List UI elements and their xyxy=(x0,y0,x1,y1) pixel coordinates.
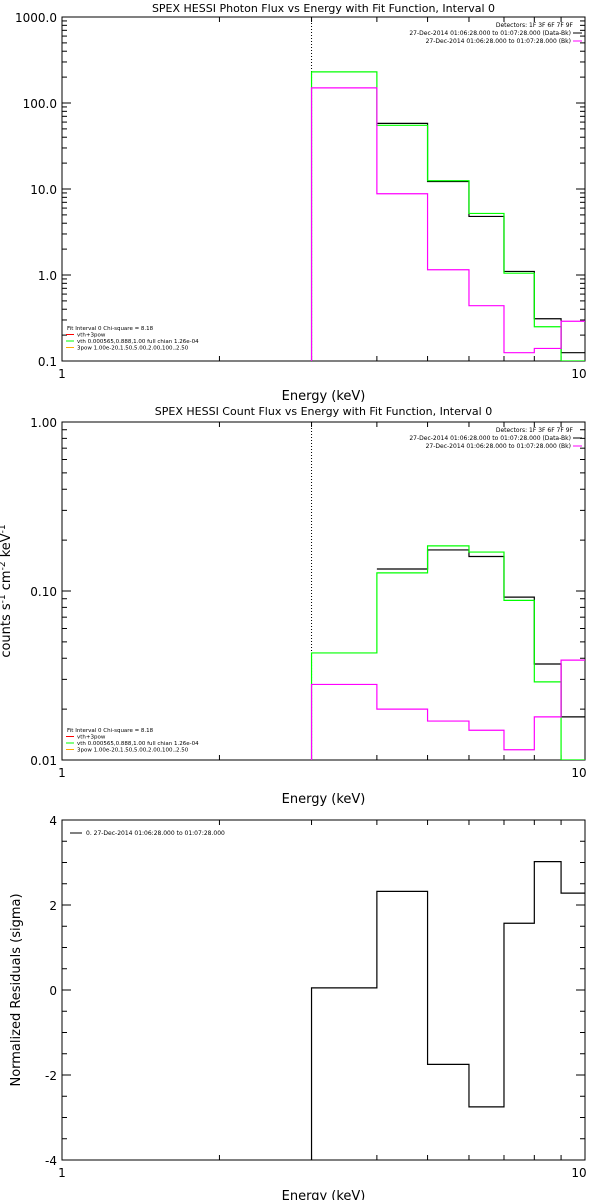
photon-legend-bottom-text: 3pow 1.00e-20,1.50,5.00,2.00,100.,2.50 xyxy=(77,346,189,352)
photon-y-tick-label: 10.0 xyxy=(30,183,57,197)
count-legend-top-text: 27-Dec-2014 01:06:28.000 to 01:07:28.000… xyxy=(426,443,571,450)
count-y-tick-label: 0.10 xyxy=(30,585,57,599)
count-chart-title: SPEX HESSI Count Flux vs Energy with Fit… xyxy=(155,405,492,418)
residual-y-axis-label-part: Normalized Residuals (sigma) xyxy=(9,893,24,1086)
count-y-tick-label: 1.00 xyxy=(30,416,57,430)
photon-x-tick-label: 1 xyxy=(58,367,66,381)
residual-y-tick-label: 2 xyxy=(49,899,57,913)
photon-x-axis-label: Energy (keV) xyxy=(282,389,366,404)
count-panel: SPEX HESSI Count Flux vs Energy with Fit… xyxy=(0,405,587,807)
photon-legend-bottom-text: vth+3pow xyxy=(77,333,106,339)
count-y-tick-label: 0.01 xyxy=(30,754,57,768)
count-series-2-line xyxy=(310,659,585,760)
count-legend-top-text: 27-Dec-2014 01:06:28.000 to 01:07:28.000… xyxy=(409,435,571,442)
photon-y-tick-label: 100.0 xyxy=(23,97,57,111)
count-legend-bottom-text: vth 0.000565,0.888,1.00 full chian 1.26e… xyxy=(77,741,199,747)
count-y-axis-label-part: -2 xyxy=(0,561,8,570)
residual-panel: 1 10 -4 -2 0 2 4 Energy (keV) Normalized Residua… xyxy=(9,814,587,1200)
residual-y-tick-label: 0 xyxy=(49,984,57,998)
photon-y-tick-label: 0.1 xyxy=(38,355,57,369)
residual-y-tick-label: -2 xyxy=(45,1069,57,1083)
photon-y-tick-label: 1.0 xyxy=(38,269,57,283)
photon-legend-top-text: 27-Dec-2014 01:06:28.000 to 01:07:28.000… xyxy=(426,38,571,45)
count-x-tick-label: 10 xyxy=(571,766,586,780)
photon-chart-title: SPEX HESSI Photon Flux vs Energy with Fi… xyxy=(152,2,495,15)
photon-panel: SPEX HESSI Photon Flux vs Energy with Fi… xyxy=(15,2,587,404)
count-y-axis-label: counts s-1 cm-2 keV-1 xyxy=(0,524,14,657)
count-legend-bottom-text: Fit Interval 0 Chi-square = 8.18 xyxy=(67,728,154,734)
count-legend-top-text: Detectors: 1F 3F 6F 7F 9F xyxy=(496,427,574,434)
residual-y-tick-label: -4 xyxy=(45,1154,57,1168)
count-x-axis-label: Energy (keV) xyxy=(282,792,366,807)
count-y-axis-label-part: keV xyxy=(0,533,14,561)
count-x-tick-label: 1 xyxy=(58,766,66,780)
residual-legend-top-text: 0. 27-Dec-2014 01:06:28.000 to 01:07:28.… xyxy=(86,830,225,837)
residual-x-tick-label: 1 xyxy=(58,1166,66,1180)
photon-y-tick-label: 1000.0 xyxy=(15,11,57,25)
count-series-1-line xyxy=(310,545,585,760)
photon-series-2-line xyxy=(310,87,585,361)
photon-x-tick-label: 10 xyxy=(571,367,586,381)
residual-y-tick-label: 4 xyxy=(49,814,57,828)
residual-series-0-line xyxy=(310,861,585,1160)
residual-x-tick-label: 10 xyxy=(571,1166,586,1180)
count-y-axis-label-part: -1 xyxy=(0,594,8,603)
count-y-axis-label-part: counts s xyxy=(0,603,14,658)
residual-y-axis-label: Normalized Residuals (sigma) xyxy=(9,893,24,1086)
residual-x-axis-label: Energy (keV) xyxy=(282,1189,366,1200)
photon-legend-bottom-text: Fit Interval 0 Chi-square = 8.18 xyxy=(67,326,154,332)
count-legend-bottom-text: 3pow 1.00e-20,1.50,5.00,2.00,100.,2.50 xyxy=(77,748,189,754)
count-legend-bottom-text: vth+3pow xyxy=(77,735,106,741)
photon-legend-bottom-text: vth 0.000565,0.888,1.00 full chian 1.26e… xyxy=(77,339,199,345)
count-y-axis-label-part: cm xyxy=(0,570,14,594)
photon-legend-top-text: 27-Dec-2014 01:06:28.000 to 01:07:28.000… xyxy=(409,30,571,37)
photon-legend-top-text: Detectors: 1F 3F 6F 7F 9F xyxy=(496,22,574,29)
count-y-axis-label-part: -1 xyxy=(0,524,8,533)
